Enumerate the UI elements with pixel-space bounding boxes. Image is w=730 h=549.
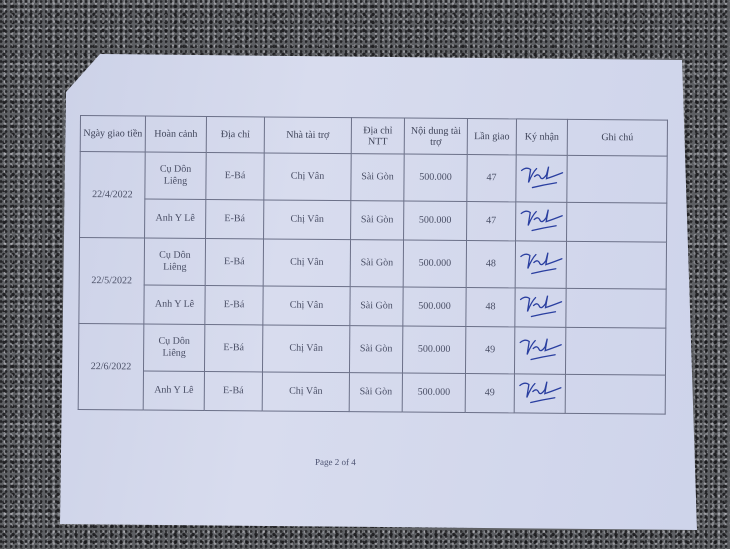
- dia-chi-ntt-cell: Sài Gòn: [349, 325, 403, 374]
- col-header: Lần giao: [467, 118, 517, 155]
- noi-dung-cell: 500.000: [403, 154, 468, 202]
- note-cell: [566, 155, 668, 204]
- table-row: 22/5/2022 Cụ Dôn Liêng E-Bá Chị Vân Sài Gòn 5…: [78, 237, 667, 325]
- dia-chi-cell: E-Bá: [205, 152, 265, 200]
- dia-chi-cell: E-Bá: [204, 285, 264, 325]
- signature-cell: [514, 287, 567, 328]
- hoan-canh-cell: Anh Y Lê: [143, 371, 205, 411]
- noi-dung-cell: 500.000: [402, 373, 466, 413]
- lan-giao-cell: 49: [465, 373, 515, 413]
- note-cell: [565, 288, 667, 329]
- nha-tai-tro-cell: Chị Vân: [263, 199, 351, 240]
- hoan-canh-cell: Cụ Dôn Liêng: [143, 324, 205, 372]
- note-cell: [565, 374, 666, 415]
- dia-chi-cell: E-Bá: [205, 238, 264, 286]
- signature-cell: [515, 154, 568, 203]
- date-cell: 22/5/2022: [78, 237, 145, 325]
- table-row: Anh Y Lê E-Bá Chị Vân Sài Gòn 500.000 48: [79, 284, 667, 329]
- signature-mark: [520, 252, 563, 275]
- signature-mark: [519, 295, 563, 318]
- signature-mark: [520, 209, 563, 232]
- header-row: Ngày giao tiền Hoàn cảnh Địa chỉ Nhà tài…: [80, 115, 668, 157]
- signature-mark: [519, 381, 562, 404]
- signature-cell: [514, 326, 566, 375]
- noi-dung-cell: 500.000: [403, 201, 467, 241]
- dia-chi-ntt-cell: Sài Gòn: [350, 153, 405, 202]
- dia-chi-cell: E-Bá: [204, 324, 263, 372]
- document: Ngày giao tiền Hoàn cảnh Địa chỉ Nhà tài…: [78, 115, 668, 415]
- dia-chi-cell: E-Bá: [204, 371, 263, 411]
- date-cell: 22/6/2022: [78, 323, 144, 411]
- noi-dung-cell: 500.000: [402, 287, 467, 327]
- note-cell: [566, 241, 667, 290]
- noi-dung-cell: 500.000: [403, 240, 467, 288]
- note-cell: [565, 327, 666, 376]
- page-number: Page 2 of 4: [314, 456, 356, 468]
- nha-tai-tro-cell: Chị Vân: [262, 285, 351, 326]
- signature-cell: [515, 240, 567, 289]
- signature-cell: [515, 201, 567, 242]
- hoan-canh-cell: Anh Y Lê: [144, 199, 206, 239]
- signature-mark: [520, 166, 564, 189]
- col-header: Ký nhận: [516, 118, 568, 156]
- lan-giao-cell: 49: [465, 326, 515, 374]
- hoan-canh-cell: Cụ Dôn Liêng: [144, 238, 206, 286]
- lan-giao-cell: 47: [466, 201, 516, 241]
- signature-mark: [519, 338, 562, 361]
- nha-tai-tro-cell: Chị Vân: [263, 238, 351, 287]
- donation-table: Ngày giao tiền Hoàn cảnh Địa chỉ Nhà tài…: [78, 115, 668, 415]
- hoan-canh-cell: Anh Y Lê: [143, 285, 206, 325]
- dia-chi-cell: E-Bá: [205, 199, 264, 239]
- table-row: 22/4/2022 Cụ Dôn Liêng E-Bá Chị Vân Sài Gòn 5…: [79, 151, 668, 239]
- col-header: Nhà tài trợ: [264, 116, 352, 154]
- col-header: Nội dung tài trợ: [404, 118, 468, 155]
- signature-cell: [514, 373, 566, 414]
- lan-giao-cell: 48: [466, 240, 516, 288]
- table-row: Anh Y Lê E-Bá Chị Vân Sài Gòn 500.000 47: [80, 199, 667, 243]
- dia-chi-ntt-cell: Sài Gòn: [349, 372, 403, 413]
- lan-giao-cell: 48: [465, 287, 516, 327]
- dia-chi-ntt-cell: Sài Gòn: [350, 239, 404, 288]
- col-header: Địa chỉ NTT: [351, 117, 405, 155]
- noi-dung-cell: 500.000: [402, 326, 466, 374]
- dia-chi-ntt-cell: Sài Gòn: [350, 200, 404, 241]
- col-header: Ghi chú: [567, 119, 668, 157]
- col-header: Địa chỉ: [206, 116, 265, 153]
- col-header: Ngày giao tiền: [80, 115, 146, 153]
- nha-tai-tro-cell: Chị Vân: [262, 371, 350, 412]
- date-cell: 22/4/2022: [79, 151, 146, 239]
- dia-chi-ntt-cell: Sài Gòn: [349, 286, 404, 327]
- nha-tai-tro-cell: Chị Vân: [262, 324, 350, 373]
- table-row: 22/6/2022 Cụ Dôn Liêng E-Bá Chị Vân Sài Gòn 5…: [78, 323, 666, 411]
- lan-giao-cell: 47: [466, 154, 517, 202]
- note-cell: [566, 202, 667, 243]
- hoan-canh-cell: Cụ Dôn Liêng: [144, 152, 207, 200]
- table-row: Anh Y Lê E-Bá Chị Vân Sài Gòn 500.000 49: [78, 370, 666, 415]
- col-header: Hoàn cảnh: [145, 116, 207, 153]
- nha-tai-tro-cell: Chị Vân: [263, 152, 352, 201]
